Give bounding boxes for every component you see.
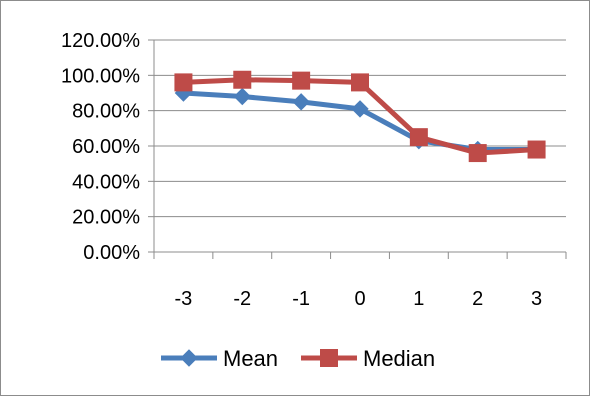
series-mean	[174, 84, 546, 159]
x-tick-label: 1	[413, 288, 424, 310]
legend: Mean Median	[161, 346, 435, 371]
data-point-mean	[292, 93, 310, 111]
series-group	[174, 70, 546, 163]
y-tick-label: 80.00%	[72, 101, 140, 123]
data-point-median	[527, 140, 546, 159]
x-tick-label: 3	[531, 288, 542, 310]
series-median	[174, 70, 546, 163]
gridlines	[154, 39, 566, 218]
x-tick-label: 2	[472, 288, 483, 310]
axes: 0.00% 20.00% 40.00% 60.00% 80.00% 100.00% 120.…	[61, 30, 567, 310]
data-point-median	[409, 128, 428, 147]
x-tick-label: -2	[233, 288, 251, 310]
x-tick-label: -3	[175, 288, 193, 310]
y-tick-label: 120.00%	[61, 30, 140, 52]
y-tick-label: 0.00%	[83, 242, 140, 264]
data-point-mean	[233, 87, 251, 106]
y-tick-label: 20.00%	[72, 207, 140, 229]
y-tick-label: 100.00%	[61, 65, 140, 87]
data-point-median	[174, 73, 193, 92]
x-tick-label: 0	[354, 288, 365, 310]
data-point-median	[351, 73, 369, 92]
legend-label-mean: Mean	[223, 346, 278, 371]
legend-label-median: Median	[363, 346, 435, 371]
data-point-median	[292, 71, 311, 90]
data-point-mean	[351, 100, 369, 118]
y-tick-label: 40.00%	[72, 171, 140, 193]
legend-marker-mean	[180, 349, 198, 367]
y-tick-label: 60.00%	[72, 136, 140, 158]
x-tick-label: -1	[292, 288, 310, 310]
legend-marker-median	[320, 349, 338, 367]
legend-item-median: Median	[301, 346, 435, 371]
data-point-median	[468, 144, 487, 163]
data-point-median	[233, 70, 252, 89]
legend-item-mean: Mean	[161, 346, 278, 371]
